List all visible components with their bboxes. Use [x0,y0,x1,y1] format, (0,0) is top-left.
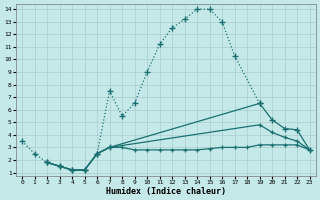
X-axis label: Humidex (Indice chaleur): Humidex (Indice chaleur) [106,187,226,196]
